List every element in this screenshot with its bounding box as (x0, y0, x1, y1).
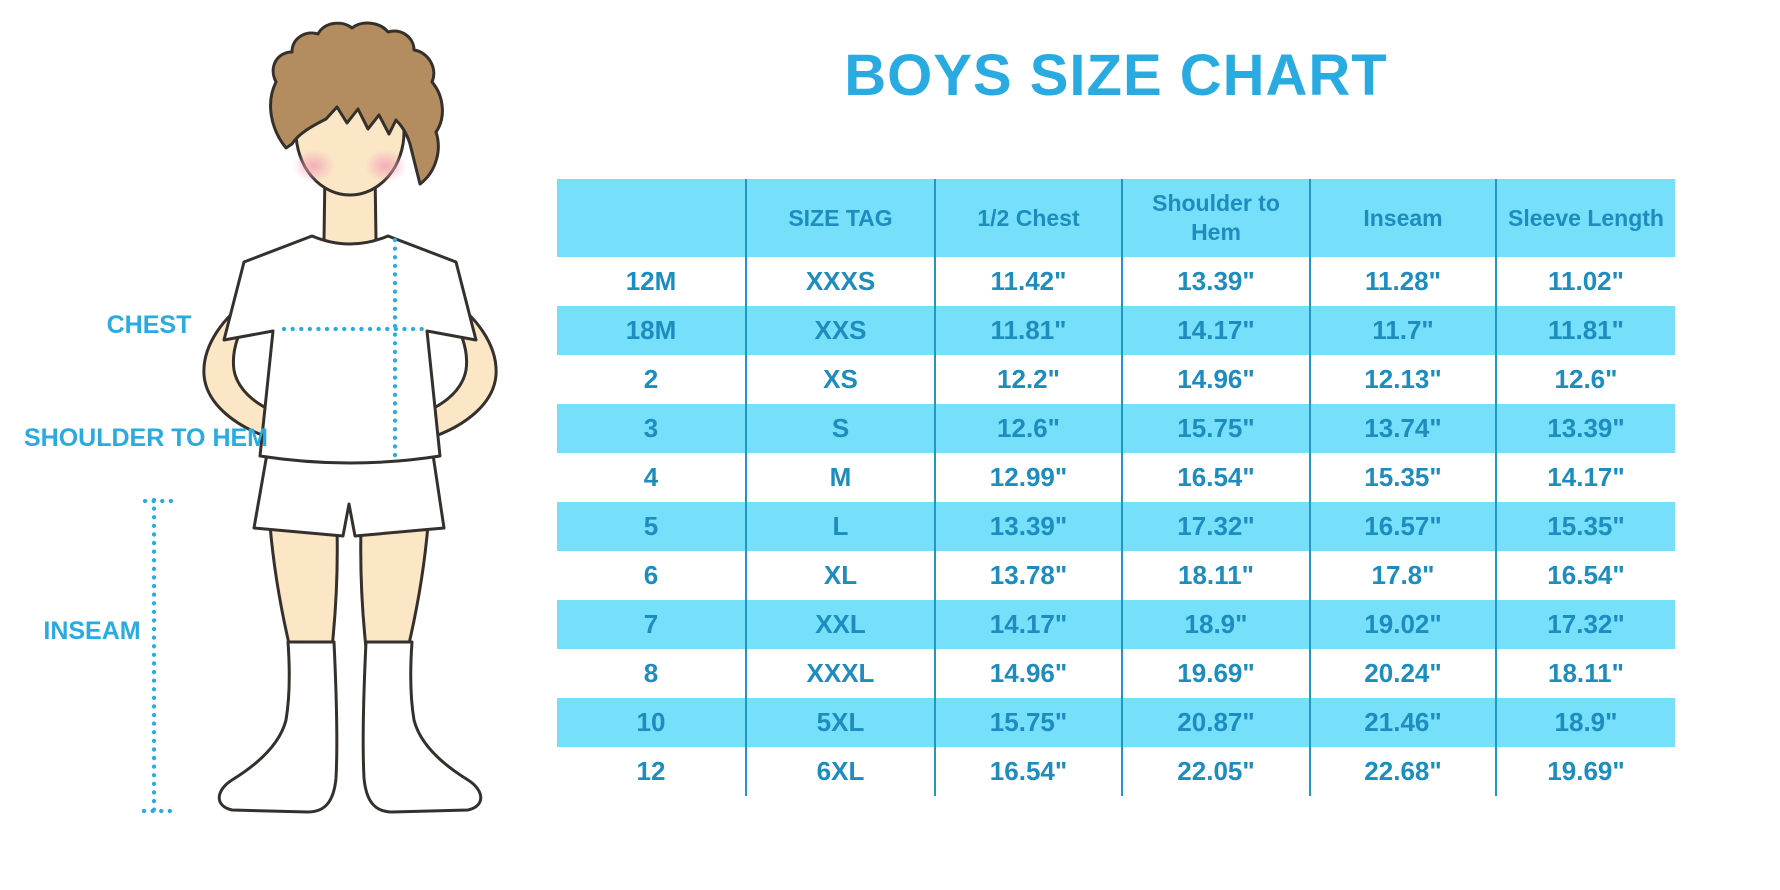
inseam-label: INSEAM (43, 617, 141, 645)
cheek-left (293, 150, 335, 182)
half-chest-cell: 12.99" (934, 453, 1122, 502)
hair (269, 21, 444, 186)
table-row: 8 XXXL 14.96" 19.69" 20.24" 18.11" (557, 649, 1675, 698)
table-row: 12M XXXS 11.42" 13.39" 11.28" 11.02" (557, 257, 1675, 306)
size-cell: 2 (643, 364, 659, 394)
inseam-cell: 15.35" (1309, 453, 1496, 502)
table-row: 3 S 12.6" 15.75" 13.74" 13.39" (557, 404, 1675, 453)
size-tag-cell: L (745, 502, 935, 551)
sleeve-length-cell: 13.39" (1495, 404, 1675, 453)
half-chest-cell: 11.81" (934, 306, 1122, 355)
size-cell: 10 (557, 698, 746, 747)
inseam-cell: 16.57" (1309, 502, 1496, 551)
half-chest-cell: 16.54" (934, 747, 1122, 796)
sleeve-length-cell: 18.9" (1495, 698, 1675, 747)
size-cell: 4 (643, 462, 659, 492)
sleeve-length-cell: 14.17" (1495, 453, 1675, 502)
cheek-right (365, 150, 407, 182)
inseam-cell: 19.02" (1309, 600, 1496, 649)
shoulder-to-hem-cell: 18.11" (1121, 551, 1310, 600)
inseam-cell: 11.28" (1309, 257, 1496, 306)
table-row: 10 5XL 15.75" 20.87" 21.46" 18.9" (557, 698, 1675, 747)
header-sleeve-length: Sleeve Length (1495, 179, 1675, 257)
shoulder-to-hem-cell: 17.32" (1121, 502, 1310, 551)
sleeve-length-cell: 15.35" (1495, 502, 1675, 551)
table-row: 12 6XL 16.54" 22.05" 22.68" 19.69" (557, 747, 1675, 796)
leg-left (268, 523, 339, 650)
boy-illustration (141, 21, 498, 815)
inseam-cell: 11.7" (1309, 306, 1496, 355)
header-size-tag: SIZE TAG (745, 179, 935, 257)
size-cell: 12 (636, 756, 666, 786)
table-row: 2 XS 12.2" 14.96" 12.13" 12.6" (557, 355, 1675, 404)
shorts (252, 446, 446, 538)
table-row: 4 M 12.99" 16.54" 15.35" 14.17" (557, 453, 1675, 502)
size-cell: 12M (625, 266, 677, 296)
size-cell: 3 (557, 404, 746, 453)
size-tag-cell: 6XL (745, 747, 935, 796)
half-chest-cell: 12.2" (934, 355, 1122, 404)
shoulder-to-hem-cell: 14.96" (1121, 355, 1310, 404)
half-chest-cell: 13.78" (934, 551, 1122, 600)
size-tag-cell: XL (745, 551, 935, 600)
shoulder-to-hem-cell: 20.87" (1121, 698, 1310, 747)
size-tag-cell: XS (745, 355, 935, 404)
shoulder-to-hem-cell: 19.69" (1121, 649, 1310, 698)
page-title: BOYS SIZE CHART (844, 43, 1388, 108)
sleeve-length-cell: 11.81" (1495, 306, 1675, 355)
leg-right (359, 523, 430, 650)
header-shoulder-to-hem: Shoulder to Hem (1121, 179, 1310, 257)
size-tag-cell: XXS (745, 306, 935, 355)
sleeve-length-cell: 11.02" (1495, 257, 1675, 306)
size-tag-cell: XXXL (745, 649, 935, 698)
sleeve-length-cell: 17.32" (1495, 600, 1675, 649)
sock-right (361, 640, 483, 814)
table-row: 7 XXL 14.17" 18.9" 19.02" 17.32" (557, 600, 1675, 649)
table-row: 6 XL 13.78" 18.11" 17.8" 16.54" (557, 551, 1675, 600)
half-chest-cell: 13.39" (934, 502, 1122, 551)
header-inseam: Inseam (1309, 179, 1496, 257)
shoulder-to-hem-cell: 15.75" (1121, 404, 1310, 453)
inseam-cell: 17.8" (1309, 551, 1496, 600)
table-header-row: SIZE TAG 1/2 Chest Shoulder to Hem Insea… (557, 179, 1675, 257)
shoulder-to-hem-cell: 13.39" (1121, 257, 1310, 306)
sleeve-length-cell: 12.6" (1495, 355, 1675, 404)
sleeve-length-cell: 16.54" (1495, 551, 1675, 600)
size-cell: 6 (643, 560, 659, 590)
half-chest-cell: 11.42" (934, 257, 1122, 306)
inseam-cell: 22.68" (1309, 747, 1496, 796)
tshirt (222, 234, 478, 465)
inseam-cell: 20.24" (1309, 649, 1496, 698)
size-tag-cell: XXXS (745, 257, 935, 306)
size-cell: 7 (557, 600, 746, 649)
shoulder-to-hem-cell: 16.54" (1121, 453, 1310, 502)
shoulder-to-hem-label: SHOULDER TO HEM (24, 424, 268, 452)
size-tag-cell: S (745, 404, 935, 453)
shoulder-to-hem-cell: 18.9" (1121, 600, 1310, 649)
size-cell: 18M (557, 306, 746, 355)
sleeve-length-cell: 19.69" (1495, 747, 1675, 796)
half-chest-cell: 15.75" (934, 698, 1122, 747)
shoulder-to-hem-cell: 22.05" (1121, 747, 1310, 796)
shoulder-to-hem-cell: 14.17" (1121, 306, 1310, 355)
size-tag-cell: XXL (745, 600, 935, 649)
inseam-cell: 12.13" (1309, 355, 1496, 404)
half-chest-cell: 14.96" (934, 649, 1122, 698)
size-cell: 8 (643, 658, 659, 688)
size-tag-cell: 5XL (745, 698, 935, 747)
header-half-chest: 1/2 Chest (934, 179, 1122, 257)
half-chest-cell: 12.6" (934, 404, 1122, 453)
size-cell: 5 (557, 502, 746, 551)
table-row: 18M XXS 11.81" 14.17" 11.7" 11.81" (557, 306, 1675, 355)
size-tag-cell: M (745, 453, 935, 502)
inseam-cell: 21.46" (1309, 698, 1496, 747)
half-chest-cell: 14.17" (934, 600, 1122, 649)
inseam-cell: 13.74" (1309, 404, 1496, 453)
chest-label: CHEST (106, 311, 192, 339)
sleeve-length-cell: 18.11" (1495, 649, 1675, 698)
sock-left (217, 640, 339, 814)
table-row: 5 L 13.39" 17.32" 16.57" 15.35" (557, 502, 1675, 551)
size-table: SIZE TAG 1/2 Chest Shoulder to Hem Insea… (557, 179, 1675, 796)
header-size (557, 179, 746, 257)
